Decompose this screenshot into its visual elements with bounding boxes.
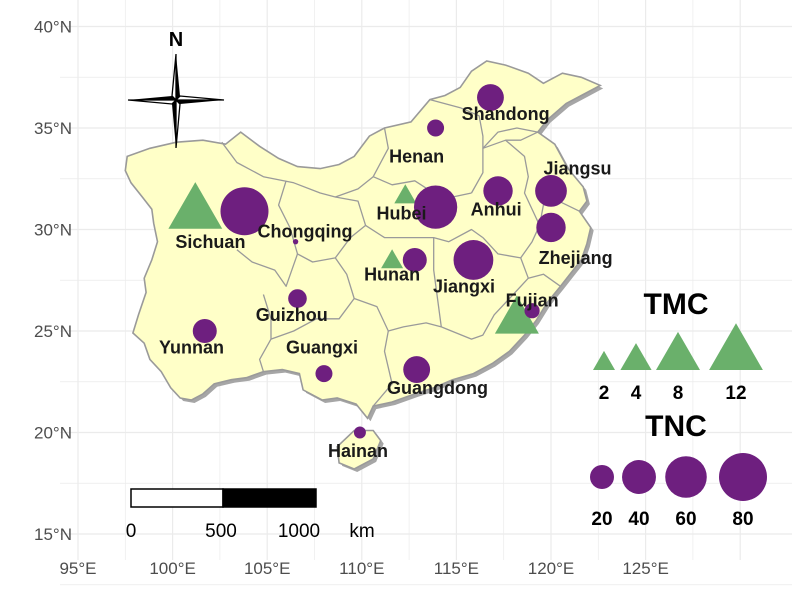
tnc-legend-marker <box>590 465 614 489</box>
scale-label-500: 500 <box>205 521 237 542</box>
north-label: N <box>169 29 183 51</box>
tnc-marker-hunan <box>402 247 427 272</box>
tmc-legend-value: 12 <box>725 383 746 404</box>
province-label-sichuan: Sichuan <box>175 232 245 252</box>
tnc-marker-hainan <box>353 426 366 439</box>
province-label-guangxi: Guangxi <box>286 337 358 357</box>
tnc-marker-fujian <box>524 303 540 319</box>
scale-label-0: 0 <box>126 521 137 542</box>
x-tick-label: 120°E <box>528 559 575 578</box>
tnc-marker-yunnan <box>192 319 217 343</box>
tmc-legend-value: 4 <box>631 383 642 404</box>
tmc-legend-marker <box>620 343 652 370</box>
scale-label-1000: 1000 <box>278 521 320 542</box>
province-border <box>221 141 374 198</box>
tnc-marker-guangdong <box>403 356 431 383</box>
mainland-region <box>124 60 603 420</box>
tmc-legend-value: 2 <box>599 383 610 404</box>
tnc-legend-title: TNC <box>645 410 707 443</box>
tnc-marker-chongqing <box>292 239 299 245</box>
province-border <box>270 257 355 340</box>
x-tick-label: 110°E <box>339 559 384 578</box>
province-label-zhejiang: Zhejiang <box>539 248 613 268</box>
y-tick-label: 35°N <box>34 119 72 138</box>
province-label-shandong: Shandong <box>462 104 550 124</box>
tnc-marker-guangxi <box>315 365 333 383</box>
province-label-jiangsu: Jiangsu <box>543 159 611 179</box>
province-border <box>372 127 389 178</box>
tnc-legend: TNC 20 40 60 80 <box>590 410 767 530</box>
province-border <box>236 249 299 287</box>
tnc-marker-guizhou <box>288 289 307 308</box>
tnc-marker-jiangsu <box>535 175 567 207</box>
province-border <box>520 200 580 259</box>
tmc-legend: TMC 2 4 8 12 <box>593 288 763 404</box>
x-tick-label: 100°E <box>149 559 196 578</box>
province-border <box>277 180 367 263</box>
tnc-legend-value: 80 <box>732 509 753 530</box>
tmc-legend-title: TMC <box>644 288 709 321</box>
tnc-marker-hubei <box>413 185 458 229</box>
province-label-jiangxi: Jiangxi <box>433 276 495 296</box>
tmc-marker-fujian <box>494 295 539 334</box>
province-label-hubei: Hubei <box>377 203 427 223</box>
province-label-anhui: Anhui <box>471 199 522 219</box>
province-labels: Sichuan Chongqing Hubei Henan Shandong Anhui J… <box>159 104 613 461</box>
y-tick-label: 15°N <box>34 525 72 544</box>
province-border <box>372 176 472 198</box>
proportional-symbols <box>168 84 567 439</box>
tnc-marker-zhejiang <box>536 212 566 243</box>
province-label-guangdong: Guangdong <box>387 378 488 398</box>
province-border <box>482 127 538 149</box>
x-tick-label: 115°E <box>434 559 479 578</box>
tnc-legend-value: 60 <box>675 509 696 530</box>
province-border <box>505 139 541 226</box>
province-label-hunan: Hunan <box>364 264 420 284</box>
province-border <box>429 98 484 149</box>
tmc-marker-hubei <box>394 184 417 204</box>
tnc-legend-marker <box>622 460 656 494</box>
province-label-yunnan: Yunnan <box>159 337 224 357</box>
scale-unit: km <box>349 521 374 542</box>
province-border <box>433 237 442 327</box>
tmc-legend-value: 8 <box>673 383 684 404</box>
province-border <box>353 297 442 332</box>
tnc-legend-marker <box>665 456 707 498</box>
x-tick-label: 105°E <box>244 559 291 578</box>
tnc-legend-marker <box>719 453 767 501</box>
province-label-fujian: Fujian <box>506 291 559 311</box>
province-border <box>441 237 529 340</box>
tnc-marker-jiangxi <box>453 240 494 280</box>
y-tick-label: 20°N <box>34 424 72 443</box>
tnc-marker-henan <box>427 119 445 137</box>
tmc-legend-marker <box>709 323 763 370</box>
tmc-legend-marker <box>593 350 615 370</box>
y-tick-label: 25°N <box>34 322 72 341</box>
province-border <box>470 131 539 194</box>
land-layer <box>124 60 604 472</box>
province-border <box>372 330 393 407</box>
y-tick-label: 40°N <box>34 18 72 37</box>
tnc-legend-value: 20 <box>591 509 612 530</box>
tmc-marker-sichuan <box>168 182 223 229</box>
province-label-chongqing: Chongqing <box>258 222 353 242</box>
x-tick-label: 125°E <box>622 559 669 578</box>
tnc-marker-sichuan <box>220 187 269 236</box>
tmc-marker-hunan <box>381 249 404 269</box>
north-arrow: N <box>127 29 225 149</box>
tnc-marker-shandong <box>477 84 504 111</box>
axis-ticks: 95°E 100°E 105°E 110°E 115°E 120°E 125°E15°N20… <box>34 18 669 579</box>
province-label-guizhou: Guizhou <box>256 305 328 325</box>
tmc-legend-marker <box>656 331 700 370</box>
y-tick-label: 30°N <box>34 221 72 240</box>
tnc-legend-value: 40 <box>628 509 649 530</box>
province-label-henan: Henan <box>389 147 444 167</box>
province-border <box>528 273 561 287</box>
province-label-hainan: Hainan <box>328 441 388 461</box>
tnc-marker-anhui <box>483 176 513 206</box>
scale-bar: 0 500 1000 km <box>126 488 375 542</box>
x-tick-label: 95°E <box>59 559 96 578</box>
